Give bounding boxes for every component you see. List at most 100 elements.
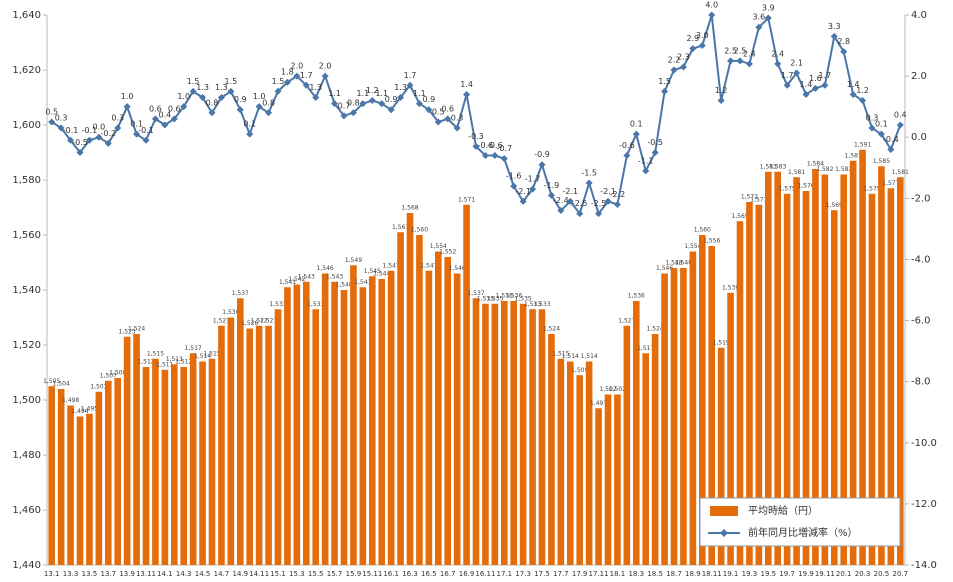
line-marker <box>811 84 819 92</box>
line-marker <box>755 23 763 31</box>
y2-tick-label: 2.0 <box>911 71 927 82</box>
line-marker <box>727 57 735 65</box>
line-marker <box>519 197 527 205</box>
x-tick-label: 13.1 <box>44 570 60 578</box>
bar <box>548 334 555 565</box>
bar <box>57 389 65 565</box>
line-label: 3.0 <box>696 31 709 40</box>
line-label: -2.2 <box>610 190 626 199</box>
line-marker <box>840 48 848 56</box>
x-tick-label: 18.1 <box>610 570 626 578</box>
bar <box>227 317 235 565</box>
line-label: 1.5 <box>187 77 200 86</box>
line-marker <box>868 124 876 132</box>
line-label: 1.4 <box>460 80 473 89</box>
x-tick-label: 16.1 <box>383 570 399 578</box>
bar <box>312 309 320 565</box>
bar <box>604 394 612 565</box>
bar <box>878 166 885 565</box>
bar <box>661 273 668 565</box>
y-tick-label: 1,580 <box>12 175 41 186</box>
x-tick-label: 17.5 <box>534 570 550 578</box>
bar <box>566 361 574 565</box>
bar <box>378 279 386 565</box>
bar <box>425 270 433 565</box>
bar-label: 1,544 <box>373 271 390 278</box>
x-tick-label: 19.3 <box>742 570 758 578</box>
x-tick-label: 15.1 <box>270 570 286 578</box>
bar <box>114 378 122 565</box>
bar <box>406 213 414 565</box>
bar <box>642 353 650 565</box>
line-marker <box>133 130 141 138</box>
line-label: 1.5 <box>658 77 671 86</box>
line-label: 2.3 <box>677 52 690 61</box>
line-label: -0.9 <box>534 150 550 159</box>
bar <box>482 303 489 565</box>
x-tick-label: 17.9 <box>572 570 588 578</box>
bar-label: 1,546 <box>656 265 673 272</box>
x-tick-label: 14.3 <box>176 570 192 578</box>
line-marker <box>349 109 357 117</box>
bar <box>595 408 602 565</box>
x-tick-label: 19.5 <box>760 570 776 578</box>
line-label: -1.9 <box>544 181 560 190</box>
bar-label: 1,547 <box>383 262 400 269</box>
x-tick-label: 19.1 <box>723 570 739 578</box>
bar <box>802 191 810 565</box>
bar-label: 1,504 <box>53 381 70 388</box>
line-label: -2.5 <box>572 199 588 208</box>
line-label: 0.8 <box>206 98 219 107</box>
legend-label: 平均時給（円） <box>748 504 818 517</box>
bar-label: 1,554 <box>684 243 701 250</box>
y2-tick-label: -2.0 <box>911 193 931 204</box>
bar <box>255 325 263 565</box>
line-marker <box>821 81 829 89</box>
line-marker <box>623 152 631 160</box>
bar <box>614 394 621 565</box>
bar-label: 1,517 <box>637 345 654 352</box>
x-tick-label: 20.5 <box>874 570 890 578</box>
line-label: 1.8 <box>281 68 294 77</box>
bar <box>302 281 310 565</box>
line-label: 1.3 <box>394 83 407 92</box>
line-marker <box>783 81 791 89</box>
line-label: -0.1 <box>82 126 98 135</box>
x-tick-label: 16.3 <box>402 570 418 578</box>
bar-label: 1,545 <box>364 268 381 275</box>
line-marker <box>830 32 838 40</box>
bar-label: 1,505 <box>43 378 60 385</box>
bar-label: 1,576 <box>797 183 814 190</box>
y2-tick-label: 0.0 <box>911 132 927 143</box>
bar <box>340 290 348 565</box>
bar <box>529 309 536 565</box>
line-marker <box>142 136 150 144</box>
line-marker <box>764 14 772 22</box>
line <box>51 14 902 216</box>
bar <box>774 171 782 565</box>
bar <box>717 347 725 565</box>
line-label: 0.1 <box>630 120 643 129</box>
y-tick-label: 1,440 <box>12 560 41 571</box>
bar <box>746 202 753 565</box>
line-marker <box>595 210 603 218</box>
bar-label: 1,552 <box>439 249 456 256</box>
bar <box>321 273 329 565</box>
bar <box>199 361 206 565</box>
bar <box>510 301 518 565</box>
bar-label: 1,524 <box>647 326 664 333</box>
x-tick-label: 13.5 <box>82 570 98 578</box>
bar-label: 1,582 <box>835 166 852 173</box>
bar-label: 1,583 <box>760 163 777 170</box>
bar-label: 1,539 <box>722 284 739 291</box>
bar-label: 1,536 <box>496 293 513 300</box>
bar <box>246 328 254 565</box>
line-label: 1.5 <box>272 77 285 86</box>
bar <box>189 353 197 565</box>
x-tick-label: 18.3 <box>628 570 644 578</box>
x-tick-label: 18.7 <box>666 570 682 578</box>
line-marker <box>331 100 339 108</box>
x-tick-label: 16.11 <box>475 570 495 578</box>
bar-label: 1,572 <box>741 194 758 201</box>
bar-label: 1,527 <box>260 317 277 324</box>
